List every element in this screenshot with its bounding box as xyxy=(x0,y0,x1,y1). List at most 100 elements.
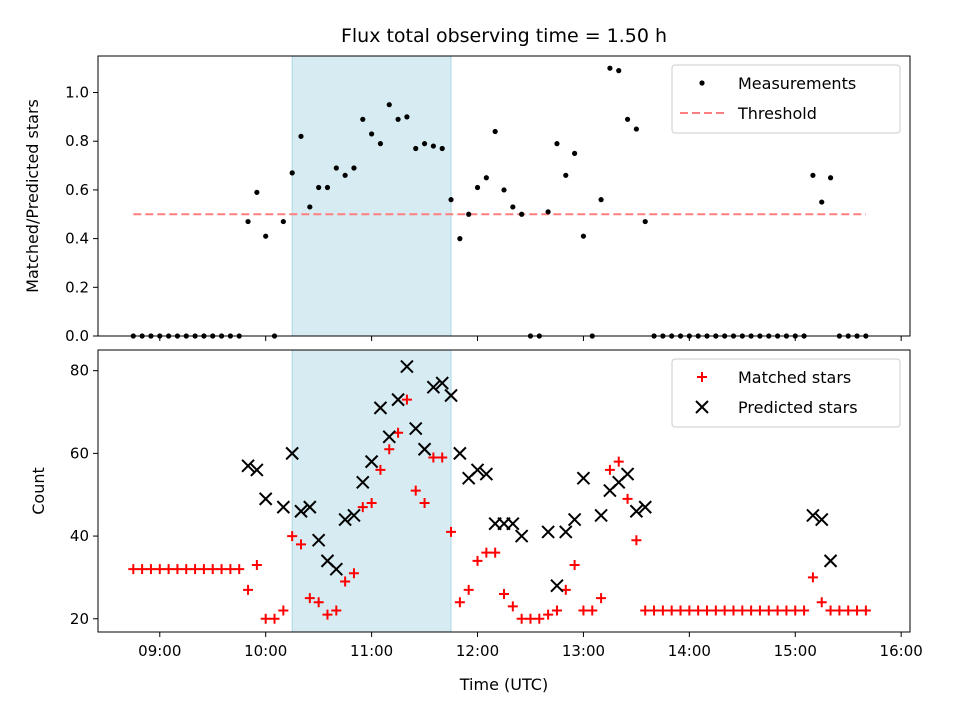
matched-point xyxy=(772,605,783,616)
predicted-point xyxy=(285,446,299,461)
y-tick-label: 20 xyxy=(70,610,89,628)
measurement-point xyxy=(280,218,286,225)
legend-box xyxy=(671,358,901,428)
measurement-point xyxy=(263,233,269,239)
predicted-point xyxy=(435,376,449,390)
measurement-point xyxy=(377,141,384,147)
legend-marker xyxy=(699,80,705,86)
matched-point xyxy=(384,444,395,455)
measurement-point xyxy=(307,204,313,210)
measurement-point xyxy=(545,209,551,215)
y-tick-label: 0.8 xyxy=(65,132,89,150)
measurement-point xyxy=(413,145,419,152)
matched-point xyxy=(287,531,298,542)
y-tick-label: 0.2 xyxy=(65,278,89,296)
matched-point xyxy=(260,613,271,624)
measurement-point xyxy=(810,172,816,178)
predicted-point xyxy=(444,388,458,403)
matched-point xyxy=(472,555,483,566)
matched-point xyxy=(631,535,642,546)
measurement-point xyxy=(572,150,578,156)
observing-window-band xyxy=(291,349,452,633)
predicted-point xyxy=(806,508,820,523)
measurement-point xyxy=(254,189,260,195)
y-tick-label: 1.0 xyxy=(65,84,89,102)
matched-point xyxy=(693,605,704,616)
matched-point xyxy=(375,464,386,475)
matched-point xyxy=(587,605,598,616)
predicted-point xyxy=(470,463,485,477)
measurement-point xyxy=(563,172,569,178)
top-shaded-region xyxy=(291,55,452,337)
matched-point xyxy=(613,456,624,467)
top-axes-ticks: 0.0 0.2 0.4 0.6 0.8 1.0 xyxy=(65,84,902,345)
legend-label: Measurements xyxy=(738,74,856,93)
measurement-point xyxy=(616,68,622,74)
legend-label: Threshold xyxy=(737,104,817,123)
matched-point xyxy=(419,497,430,508)
measurement-point xyxy=(598,197,604,203)
measurement-point xyxy=(554,141,560,147)
measurement-point xyxy=(351,165,357,171)
predicted-point xyxy=(373,401,388,415)
predicted-point xyxy=(514,529,529,543)
predicted-point xyxy=(391,392,405,407)
matched-point xyxy=(569,560,580,571)
y-tick-label: 60 xyxy=(70,444,89,462)
matched-point xyxy=(816,597,827,608)
matched-point xyxy=(137,564,148,575)
matched-point xyxy=(481,547,492,558)
measurement-point xyxy=(510,204,516,210)
predicted-point xyxy=(241,459,255,473)
y-tick-label: 0.6 xyxy=(65,181,89,199)
matched-point xyxy=(799,605,810,616)
matched-point xyxy=(128,564,139,575)
predicted-point xyxy=(453,446,467,461)
measurement-point xyxy=(474,184,481,191)
matched-point xyxy=(834,605,845,616)
matched-point xyxy=(807,572,818,583)
legend-label: Matched stars xyxy=(738,368,851,387)
matched-point xyxy=(754,605,765,616)
top-axes-frame xyxy=(97,55,911,337)
measurement-point xyxy=(642,218,648,225)
predicted-point xyxy=(559,525,573,539)
legend-box xyxy=(671,64,901,134)
measurement-point xyxy=(483,175,489,181)
matched-point xyxy=(304,593,315,604)
predicted-point xyxy=(338,512,352,527)
predicted-point xyxy=(815,512,829,527)
matched-point xyxy=(216,564,227,575)
matched-point xyxy=(640,605,651,616)
matched-point xyxy=(737,605,748,616)
matched-point xyxy=(649,605,660,616)
matched-point xyxy=(181,564,192,575)
predicted-point xyxy=(356,475,370,490)
measurement-point xyxy=(298,133,304,139)
measurement-point xyxy=(369,131,375,137)
legend-marker xyxy=(695,400,709,414)
bottom-legend: Matched stars Predicted stars xyxy=(671,358,901,428)
matched-point xyxy=(702,605,712,616)
matched-point xyxy=(190,564,201,575)
predicted-point xyxy=(276,500,291,514)
matched-point xyxy=(322,609,333,620)
matched-point xyxy=(499,588,509,599)
matched-point xyxy=(543,609,554,620)
matched-point xyxy=(675,605,686,616)
predicted-point xyxy=(506,516,520,531)
matched-point xyxy=(578,605,589,616)
matched-point xyxy=(269,613,280,624)
bottom-plot-area xyxy=(128,359,871,624)
matched-point xyxy=(719,605,730,616)
predicted-point xyxy=(311,533,326,547)
measurement-point xyxy=(466,211,472,217)
matched-point xyxy=(446,526,457,537)
top-legend: Measurements Threshold xyxy=(671,64,901,134)
measurement-point xyxy=(819,199,825,205)
matched-point xyxy=(225,564,236,575)
predicted-point xyxy=(329,562,344,576)
matched-point xyxy=(198,564,209,575)
x-tick-label: 13:00 xyxy=(562,642,605,660)
predicted-point xyxy=(550,578,564,593)
